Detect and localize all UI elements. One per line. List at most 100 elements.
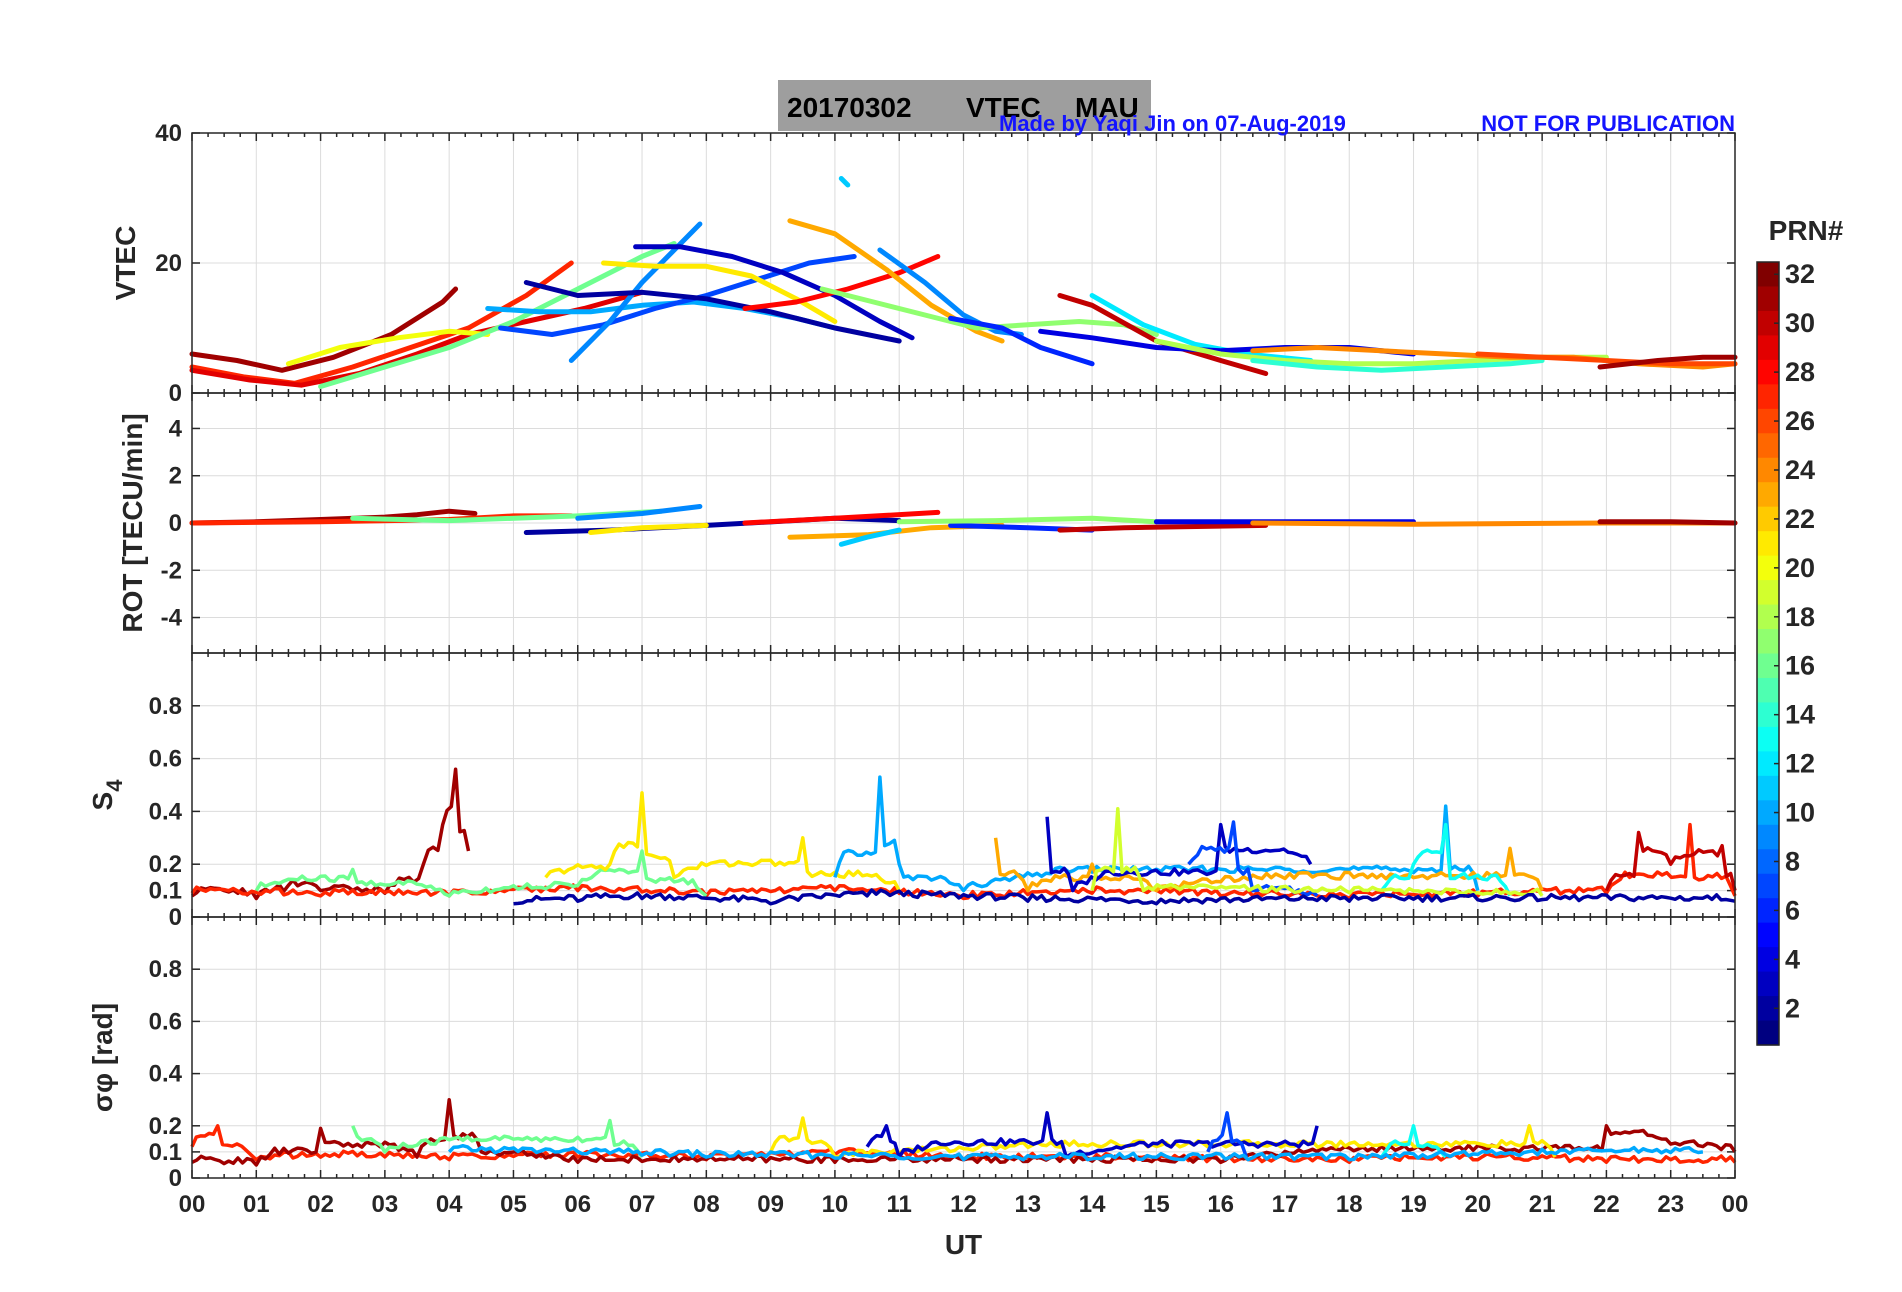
colorbar-tick-label: 30 xyxy=(1785,308,1815,338)
x-tick-label: 10 xyxy=(822,1191,849,1218)
colorbar-swatch xyxy=(1757,433,1779,459)
title-box xyxy=(778,80,1151,131)
x-tick-label: 18 xyxy=(1336,1191,1363,1218)
title-product: VTEC xyxy=(966,92,1041,123)
x-tick-label: 07 xyxy=(629,1191,656,1218)
y-axis-label-sub: 4 xyxy=(102,779,127,792)
series-line-prn-9 xyxy=(568,221,703,363)
series-group xyxy=(190,1097,1737,1167)
series-line-prn-21 xyxy=(544,791,901,892)
colorbar-tick-label: 20 xyxy=(1785,553,1815,583)
series-line-prn-3 xyxy=(633,244,915,341)
colorbar-tick-label: 4 xyxy=(1785,944,1800,974)
colorbar-swatch xyxy=(1757,482,1779,508)
y-tick-label: 0.1 xyxy=(149,1139,182,1166)
series-line-prn-30 xyxy=(1057,522,1269,533)
colorbar-swatch xyxy=(1757,531,1779,557)
x-tick-label: 00 xyxy=(1722,1191,1749,1218)
series-line-prn-31 xyxy=(1597,519,1738,526)
series-line-prn-9 xyxy=(575,504,703,521)
colorbar-swatch xyxy=(1757,408,1779,434)
colorbar-tick-label: 16 xyxy=(1785,651,1815,681)
credit-text: Made by Yaqi Jin on 07-Aug-2019 xyxy=(999,111,1346,136)
colorbar-tick-label: 28 xyxy=(1785,357,1815,387)
colorbar-swatch xyxy=(1757,996,1779,1022)
y-tick-label: 0.4 xyxy=(149,1061,183,1088)
series-line-prn-16 xyxy=(351,1118,644,1159)
series-line-prn-20 xyxy=(285,328,491,367)
title-date: 20170302 xyxy=(787,92,912,123)
y-tick-label: 0.8 xyxy=(149,693,182,720)
x-tick-label: 11 xyxy=(887,1191,912,1218)
x-tick-label: 03 xyxy=(372,1191,399,1218)
series-line-prn-7 xyxy=(498,254,857,337)
series-line-prn-13 xyxy=(1379,1124,1447,1159)
series-line-prn-14 xyxy=(1250,358,1545,373)
y-tick-label: 0 xyxy=(169,1165,182,1192)
series-group xyxy=(190,767,1737,906)
x-tick-label: 01 xyxy=(243,1191,270,1218)
colorbar-swatch xyxy=(1757,335,1779,361)
colorbar-tick-label: 12 xyxy=(1785,749,1815,779)
y-axis-label: VTEC xyxy=(110,226,141,301)
y-tick-label: -2 xyxy=(161,557,182,584)
x-tick-label: 13 xyxy=(1014,1191,1041,1218)
series-line-prn-11 xyxy=(838,527,902,547)
y-tick-label: 0.6 xyxy=(149,1008,182,1035)
x-tick-label: 22 xyxy=(1593,1191,1620,1218)
series-line-prn-17 xyxy=(896,515,1159,525)
colorbar-swatch xyxy=(1757,310,1779,337)
x-tick-label: 08 xyxy=(693,1191,720,1218)
y-tick-label: 0.2 xyxy=(149,1113,182,1140)
series-line-prn-29 xyxy=(189,289,645,388)
colorbar-swatch xyxy=(1757,873,1779,899)
colorbar-swatch xyxy=(1757,677,1779,704)
series-line-prn-6 xyxy=(948,315,1095,367)
colorbar-tick-label: 32 xyxy=(1785,259,1815,289)
colorbar-swatch xyxy=(1757,359,1779,385)
colorbar-swatch xyxy=(1757,604,1779,630)
colorbar-swatch xyxy=(1757,824,1779,850)
panel-sigma_phi: 00.10.2 0.4 0.6 0.8 σφ [rad] xyxy=(87,916,1737,1192)
series-line-prn-16 xyxy=(318,241,677,389)
x-tick-label: 14 xyxy=(1079,1191,1106,1218)
y-tick-label: 2 xyxy=(169,463,182,490)
y-tick-label: 0 xyxy=(169,904,182,931)
y-tick-label: 0 xyxy=(169,380,182,407)
series-line-prn-31 xyxy=(1597,354,1738,370)
panel-rot: -4 -2 0 2 4 ROT [TECU/min] xyxy=(117,392,1738,654)
y-tick-label: 0.6 xyxy=(149,746,182,773)
colorbar-frame xyxy=(1756,261,1780,1046)
series-line-prn-30 xyxy=(1604,830,1737,892)
series-line-prn-31 xyxy=(189,286,459,373)
x-tick-label: 00 xyxy=(179,1191,206,1218)
colorbar-swatch xyxy=(1757,751,1779,777)
colorbar-tick-label: 2 xyxy=(1785,993,1800,1023)
y-tick-label: 0.1 xyxy=(149,878,182,905)
series-line-prn-23 xyxy=(787,218,1005,344)
colorbar-tick-label: 6 xyxy=(1785,895,1800,925)
series-line-prn-21 xyxy=(588,522,709,535)
x-tick-label: 17 xyxy=(1272,1191,1299,1218)
y-tick-label: 20 xyxy=(155,250,182,277)
series-line-prn-19 xyxy=(1090,807,1544,897)
x-tick-label: 04 xyxy=(436,1191,463,1218)
y-tick-label: -4 xyxy=(161,605,183,632)
x-tick-label: 06 xyxy=(564,1191,591,1218)
series-line-prn-31 xyxy=(191,767,471,901)
series-line-prn-3 xyxy=(1045,816,1313,893)
notice-text: NOT FOR PUBLICATION xyxy=(1481,111,1735,136)
y-tick-label: 0 xyxy=(169,510,182,537)
series-line-prn-12 xyxy=(1089,293,1314,363)
series-group xyxy=(189,504,1738,547)
colorbar-swatch xyxy=(1757,971,1779,997)
colorbar-swatch xyxy=(1757,653,1779,679)
series-line-prn-11 xyxy=(838,176,851,188)
x-tick-label: 19 xyxy=(1400,1191,1427,1218)
series-line-prn-2 xyxy=(523,280,902,344)
colorbar-swatch xyxy=(1757,1020,1779,1046)
panel-s4: 00.10.2 0.4 0.6 0.8 S4 xyxy=(87,652,1737,931)
series-line-prn-9 xyxy=(877,247,1024,337)
series-line-prn-2 xyxy=(513,888,1736,906)
